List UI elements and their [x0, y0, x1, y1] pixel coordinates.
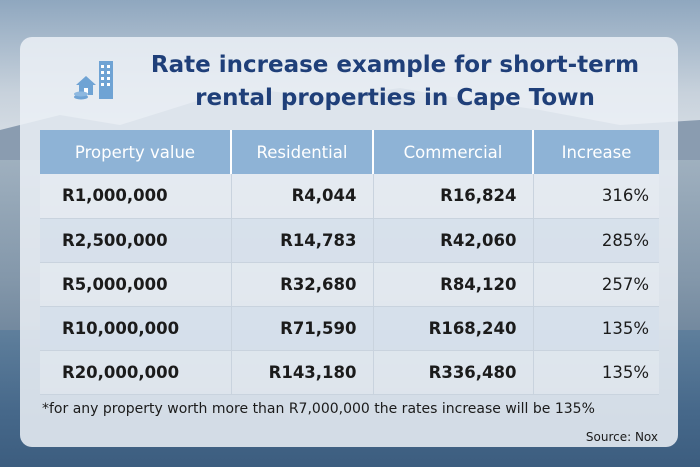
column-header-increase: Increase — [533, 130, 659, 174]
page-title: Rate increase example for short-term ren… — [150, 52, 640, 111]
cell-property-value: R2,500,000 — [40, 218, 232, 263]
rates-table: Property value Residential Commercial In… — [40, 130, 659, 395]
column-header-commercial: Commercial — [373, 130, 534, 174]
cell-commercial: R84,120 — [373, 262, 534, 307]
column-header-property-value: Property value — [40, 130, 232, 174]
cell-increase: 135% — [533, 350, 659, 395]
cell-residential: R32,680 — [231, 262, 374, 307]
cell-increase: 316% — [533, 174, 659, 219]
cell-commercial: R336,480 — [373, 350, 534, 395]
table-row: R1,000,000 R4,044 R16,824 316% — [40, 174, 659, 219]
cell-commercial: R42,060 — [373, 218, 534, 263]
cell-property-value: R10,000,000 — [40, 306, 232, 351]
info-card: Rate increase example for short-term ren… — [20, 37, 678, 447]
cell-residential: R71,590 — [231, 306, 374, 351]
column-header-residential: Residential — [231, 130, 374, 174]
cell-increase: 135% — [533, 306, 659, 351]
table-row: R5,000,000 R32,680 R84,120 257% — [40, 262, 659, 307]
cell-residential: R4,044 — [231, 174, 374, 219]
table-row: R10,000,000 R71,590 R168,240 135% — [40, 306, 659, 351]
cell-increase: 285% — [533, 218, 659, 263]
property-house-icon — [74, 61, 113, 100]
cell-property-value: R20,000,000 — [40, 350, 232, 395]
table-header-row: Property value Residential Commercial In… — [40, 130, 659, 174]
cell-commercial: R168,240 — [373, 306, 534, 351]
table-row: R20,000,000 R143,180 R336,480 135% — [40, 350, 659, 395]
cell-property-value: R5,000,000 — [40, 262, 232, 307]
table-row: R2,500,000 R14,783 R42,060 285% — [40, 218, 659, 263]
card-header: Rate increase example for short-term ren… — [20, 37, 678, 127]
source-credit: Source: Nox — [585, 430, 658, 444]
footnote: *for any property worth more than R7,000… — [42, 401, 595, 417]
cell-increase: 257% — [533, 262, 659, 307]
cell-commercial: R16,824 — [373, 174, 534, 219]
cell-residential: R14,783 — [231, 218, 374, 263]
cell-property-value: R1,000,000 — [40, 174, 232, 219]
cell-residential: R143,180 — [231, 350, 374, 395]
